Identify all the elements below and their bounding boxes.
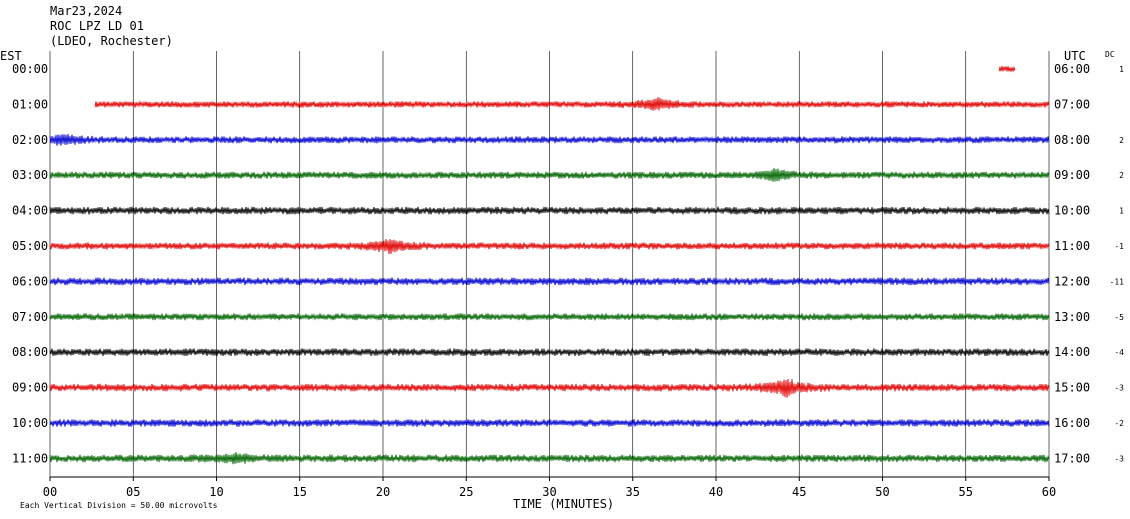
utc-hour-label: 07:00	[1054, 97, 1090, 111]
utc-hour-label: 08:00	[1054, 133, 1090, 147]
seismic-trace-0400	[49, 206, 1050, 215]
est-hour-label: 06:00	[12, 274, 48, 288]
utc-hour-label: 17:00	[1054, 451, 1090, 465]
utc-hour-label: 16:00	[1054, 416, 1090, 430]
est-hour-label: 02:00	[12, 133, 48, 147]
est-hour-label: 05:00	[12, 239, 48, 253]
x-tick-label: 20	[376, 485, 390, 499]
utc-zone-label: UTC	[1064, 49, 1086, 63]
utc-hour-label: 09:00	[1054, 168, 1090, 182]
dc-offset-label: 1	[1119, 65, 1124, 74]
dc-offset-label: -2	[1114, 419, 1124, 428]
traces	[49, 65, 1050, 465]
seismic-trace-0800	[49, 348, 1050, 357]
x-tick-label: 30	[542, 485, 556, 499]
x-axis-title: TIME (MINUTES)	[513, 497, 614, 511]
x-tick-label: 45	[792, 485, 806, 499]
est-hour-label: 08:00	[12, 345, 48, 359]
seismic-trace-0300	[49, 167, 1050, 182]
utc-hour-label: 13:00	[1054, 310, 1090, 324]
est-hour-label: 01:00	[12, 97, 48, 111]
dc-offset-label: -11	[1110, 277, 1125, 286]
est-hour-label: 09:00	[12, 381, 48, 395]
dc-offset-label: -3	[1114, 384, 1124, 393]
utc-hour-label: 15:00	[1054, 381, 1090, 395]
utc-hour-label: 11:00	[1054, 239, 1090, 253]
utc-hour-label: 12:00	[1054, 274, 1090, 288]
grid	[49, 51, 1050, 478]
seismic-trace-0900	[49, 378, 1050, 398]
est-zone-label: EST	[0, 49, 22, 63]
dc-offset-label: 2	[1119, 136, 1124, 145]
seismic-trace-0700	[49, 312, 1050, 321]
utc-hour-label: 06:00	[1054, 62, 1090, 76]
x-tick-label: 50	[875, 485, 889, 499]
utc-hour-label: 14:00	[1054, 345, 1090, 359]
x-tick-label: 15	[293, 485, 307, 499]
est-hour-label: 04:00	[12, 204, 48, 218]
seismic-trace-0100	[94, 97, 1050, 111]
est-hour-label: 07:00	[12, 310, 48, 324]
x-tick-label: 25	[459, 485, 473, 499]
x-axis: 00 05 10 15 20 25 30 35 40 45 50 55 60	[43, 477, 1056, 499]
dc-offset-label: 1	[1119, 207, 1124, 216]
est-hour-label: 00:00	[12, 62, 48, 76]
station-code: ROC LPZ LD 01	[50, 19, 144, 33]
dc-offset-label: -3	[1114, 454, 1124, 463]
x-tick-label: 10	[209, 485, 223, 499]
x-tick-label: 35	[626, 485, 640, 499]
seismic-trace-0000	[998, 65, 1016, 73]
x-tick-label: 40	[709, 485, 723, 499]
est-hour-label: 11:00	[12, 451, 48, 465]
utc-hour-label: 10:00	[1054, 204, 1090, 218]
dc-offset-label: -4	[1114, 348, 1124, 357]
plot-date: Mar23,2024	[50, 4, 123, 18]
est-hour-label: 10:00	[12, 416, 48, 430]
est-hour-label: 03:00	[12, 168, 48, 182]
seismic-trace-0200	[49, 134, 1050, 146]
seismic-trace-0600	[49, 277, 1050, 286]
x-tick-label: 05	[126, 485, 140, 499]
seismic-trace-0500	[49, 239, 1050, 255]
dc-offset-label: 2	[1119, 171, 1124, 180]
dc-offset-label: -1	[1114, 242, 1124, 251]
seismic-trace-1000	[49, 418, 1050, 427]
seismic-trace-1100	[49, 451, 1050, 465]
row-labels: 00:00 06:00 1 01:00 07:00 02:00 08:00 2 03:00 09:…	[12, 62, 1124, 465]
dc-offset-label: -5	[1114, 313, 1124, 322]
network-name: (LDEO, Rochester)	[50, 34, 173, 48]
dc-column-label: DC	[1105, 50, 1115, 59]
vertical-division-note: Each Vertical Division = 50.00 microvolt…	[20, 501, 218, 510]
x-tick-label: 55	[959, 485, 973, 499]
x-tick-label: 60	[1042, 485, 1056, 499]
x-tick-label: 00	[43, 485, 57, 499]
